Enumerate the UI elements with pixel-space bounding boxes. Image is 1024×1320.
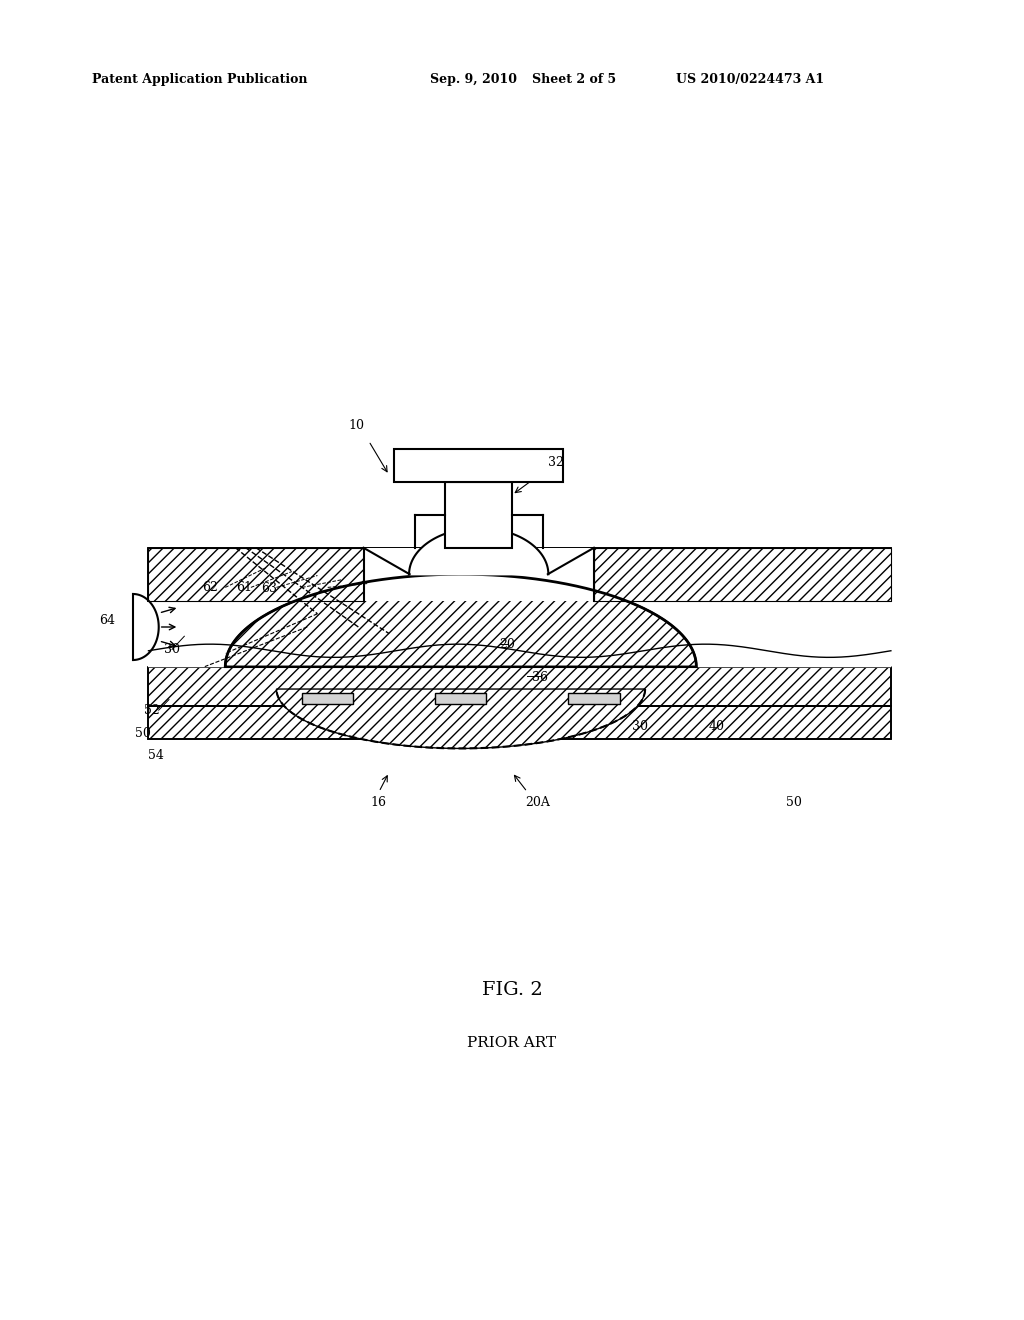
Bar [148,706,891,739]
Text: 62: 62 [202,581,218,594]
Text: Sep. 9, 2010: Sep. 9, 2010 [430,73,517,86]
Bar [148,667,891,706]
Polygon shape [148,644,891,667]
Text: Sheet 2 of 5: Sheet 2 of 5 [532,73,616,86]
Text: FIG. 2: FIG. 2 [481,981,543,999]
Text: 36: 36 [531,671,548,684]
Bar [302,693,353,704]
Text: 40: 40 [709,719,725,733]
Text: 16: 16 [371,796,387,809]
Text: 30: 30 [632,719,648,733]
Text: 20A: 20A [525,796,550,809]
Bar [594,548,891,601]
Bar [394,449,563,482]
Bar [445,482,512,548]
Bar [148,548,364,601]
Bar [148,548,891,601]
Text: 30: 30 [164,643,180,656]
Bar [435,693,486,704]
Polygon shape [276,689,645,748]
Text: 50: 50 [785,796,802,809]
Bar [568,693,620,704]
Bar [364,548,594,601]
Text: 20: 20 [499,638,515,651]
Bar [148,706,891,739]
Text: 64: 64 [99,614,116,627]
Bar [148,548,891,601]
Text: 54: 54 [147,748,164,762]
Text: 32: 32 [548,455,564,469]
Text: PRIOR ART: PRIOR ART [467,1036,557,1049]
Text: US 2010/0224473 A1: US 2010/0224473 A1 [676,73,824,86]
Text: 50: 50 [135,727,152,741]
Bar [148,667,891,706]
Polygon shape [225,574,696,667]
Text: 61: 61 [236,581,252,594]
Text: Patent Application Publication: Patent Application Publication [92,73,307,86]
Text: 63: 63 [261,582,278,595]
Text: 10: 10 [348,418,365,432]
Text: 52: 52 [143,704,160,717]
